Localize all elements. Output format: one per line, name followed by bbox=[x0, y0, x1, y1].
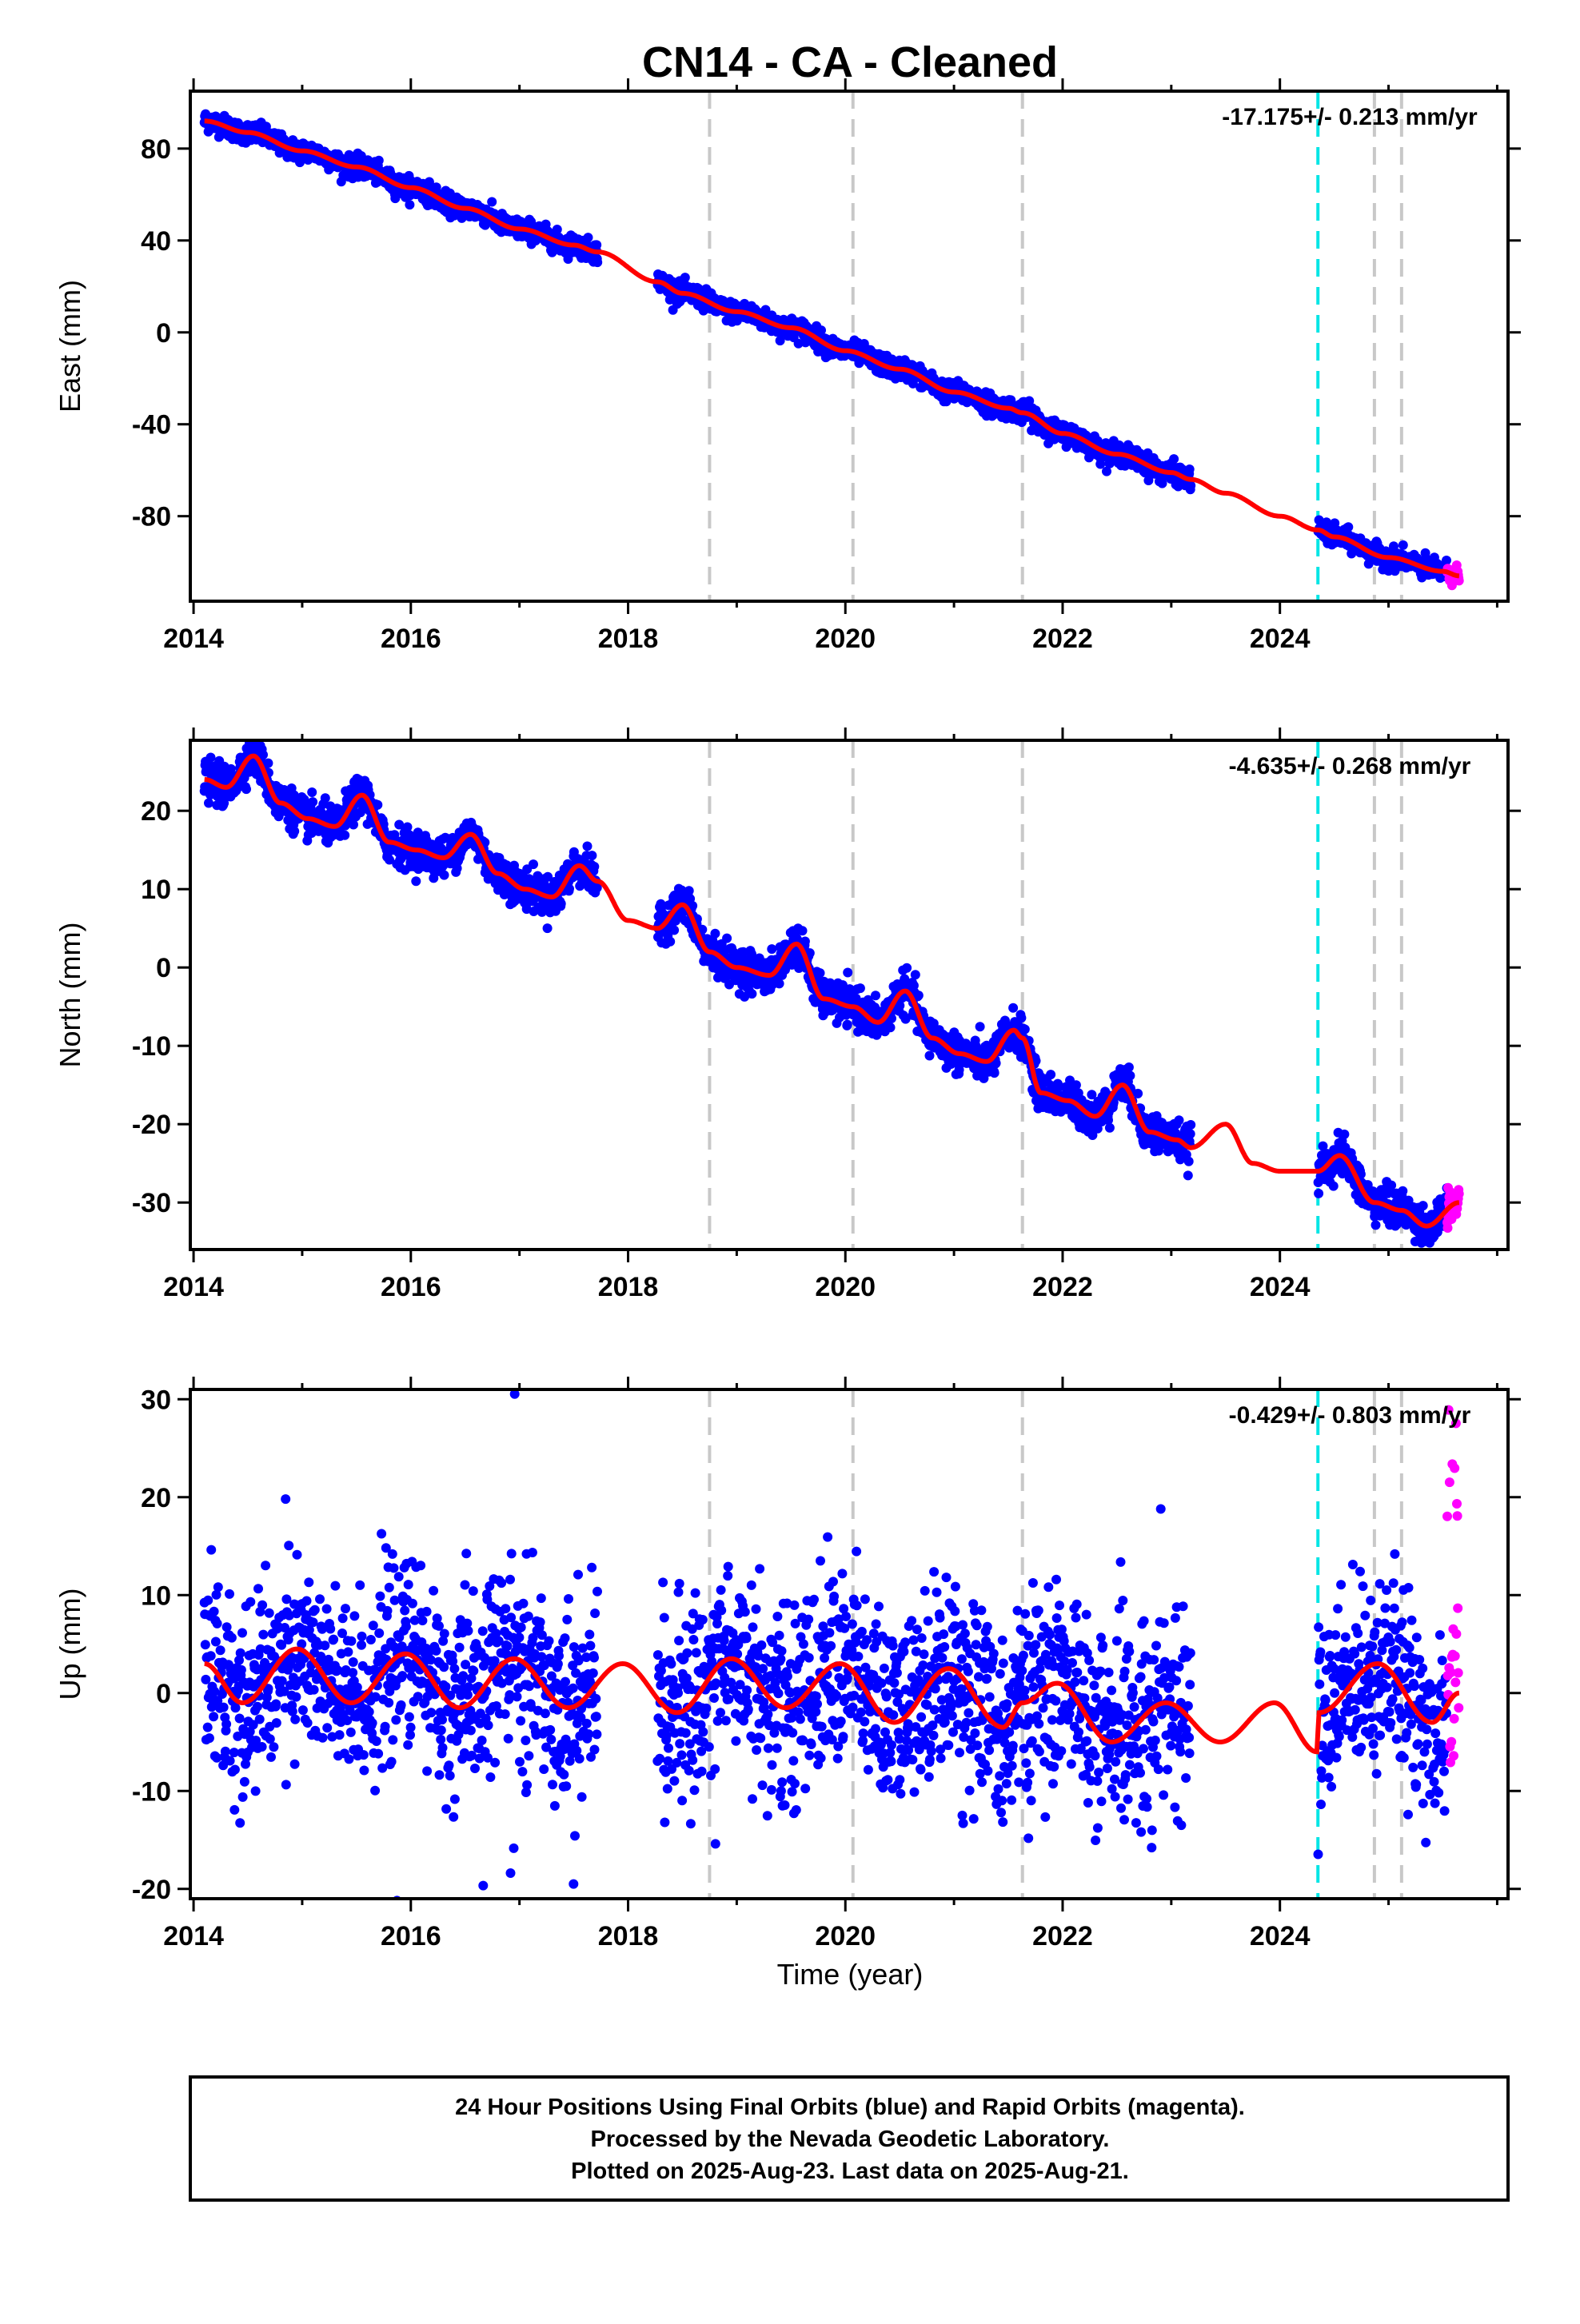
data-point bbox=[843, 968, 852, 978]
data-point bbox=[1105, 1123, 1115, 1133]
data-point bbox=[411, 876, 421, 886]
y-tick-label: 0 bbox=[156, 318, 171, 349]
x-tick-label: 2024 bbox=[1250, 624, 1311, 654]
data-point bbox=[557, 899, 566, 908]
data-point bbox=[710, 929, 720, 939]
data-point bbox=[1185, 464, 1195, 474]
data-point bbox=[902, 963, 912, 973]
x-tick-label: 2022 bbox=[1032, 624, 1093, 654]
data-point bbox=[543, 923, 553, 933]
y-axis-label: East (mm) bbox=[54, 280, 86, 413]
data-point bbox=[1046, 1070, 1055, 1079]
x-tick-label: 2014 bbox=[163, 624, 224, 654]
final-orbit-points bbox=[200, 733, 1452, 1258]
data-point bbox=[592, 257, 602, 267]
data-point bbox=[340, 831, 349, 840]
data-point bbox=[798, 926, 808, 935]
data-point bbox=[529, 859, 538, 869]
data-point bbox=[1186, 480, 1195, 490]
data-point bbox=[374, 156, 384, 165]
data-point bbox=[1398, 540, 1408, 550]
data-point bbox=[1442, 556, 1451, 565]
data-point bbox=[584, 233, 593, 242]
data-point bbox=[405, 200, 414, 209]
data-point bbox=[680, 273, 690, 282]
data-point bbox=[289, 827, 299, 836]
x-tick-label: 2020 bbox=[815, 624, 876, 654]
data-point bbox=[856, 983, 865, 993]
data-point bbox=[914, 991, 924, 1000]
data-point bbox=[886, 1022, 896, 1032]
data-point bbox=[871, 991, 880, 1000]
plot-area-north bbox=[200, 733, 1464, 1258]
data-point bbox=[241, 784, 251, 794]
data-point bbox=[307, 787, 317, 797]
data-point bbox=[373, 800, 382, 810]
data-point bbox=[583, 842, 592, 851]
data-point bbox=[911, 970, 920, 979]
data-point bbox=[669, 926, 679, 935]
data-point bbox=[440, 871, 449, 880]
data-point bbox=[990, 1068, 999, 1078]
data-point bbox=[1169, 454, 1179, 464]
data-point bbox=[1020, 1025, 1030, 1034]
data-point bbox=[321, 793, 330, 803]
data-point bbox=[204, 799, 213, 808]
plot-area-east bbox=[200, 91, 1464, 601]
y-tick-label: -40 bbox=[132, 410, 171, 440]
data-point bbox=[1016, 1013, 1026, 1022]
data-point bbox=[1008, 1003, 1018, 1013]
data-point bbox=[816, 968, 825, 978]
data-point bbox=[592, 240, 601, 249]
data-point bbox=[925, 1051, 935, 1061]
data-point bbox=[843, 1020, 852, 1030]
data-point bbox=[308, 797, 317, 807]
x-tick-label: 2018 bbox=[598, 624, 659, 654]
x-tick-label: 2016 bbox=[381, 624, 441, 654]
data-point bbox=[487, 197, 497, 207]
data-point bbox=[589, 862, 599, 871]
data-point bbox=[976, 1022, 985, 1031]
panels: 2014 2016 2018 2020 2022 2024 -80 -40 0 40 80 East … bbox=[54, 78, 1521, 1951]
data-point bbox=[263, 759, 273, 768]
data-point bbox=[722, 934, 732, 943]
rate-annotation: -17.175+/- 0.213 mm/yr bbox=[1222, 104, 1478, 130]
y-tick-label: -80 bbox=[132, 502, 171, 532]
data-point bbox=[767, 944, 776, 954]
chart-title: CN14 - CA - Cleaned bbox=[642, 38, 1058, 86]
data-point bbox=[587, 851, 596, 860]
panel-east: 2014 2016 2018 2020 2022 2024 -80 -40 0 40 80 East … bbox=[54, 78, 1521, 654]
data-point bbox=[665, 937, 675, 947]
y-tick-label: 80 bbox=[141, 134, 171, 165]
data-point bbox=[206, 753, 216, 763]
data-point bbox=[1343, 522, 1353, 532]
y-tick-label: 40 bbox=[141, 226, 171, 257]
data-point bbox=[775, 979, 784, 988]
data-point bbox=[747, 989, 756, 999]
